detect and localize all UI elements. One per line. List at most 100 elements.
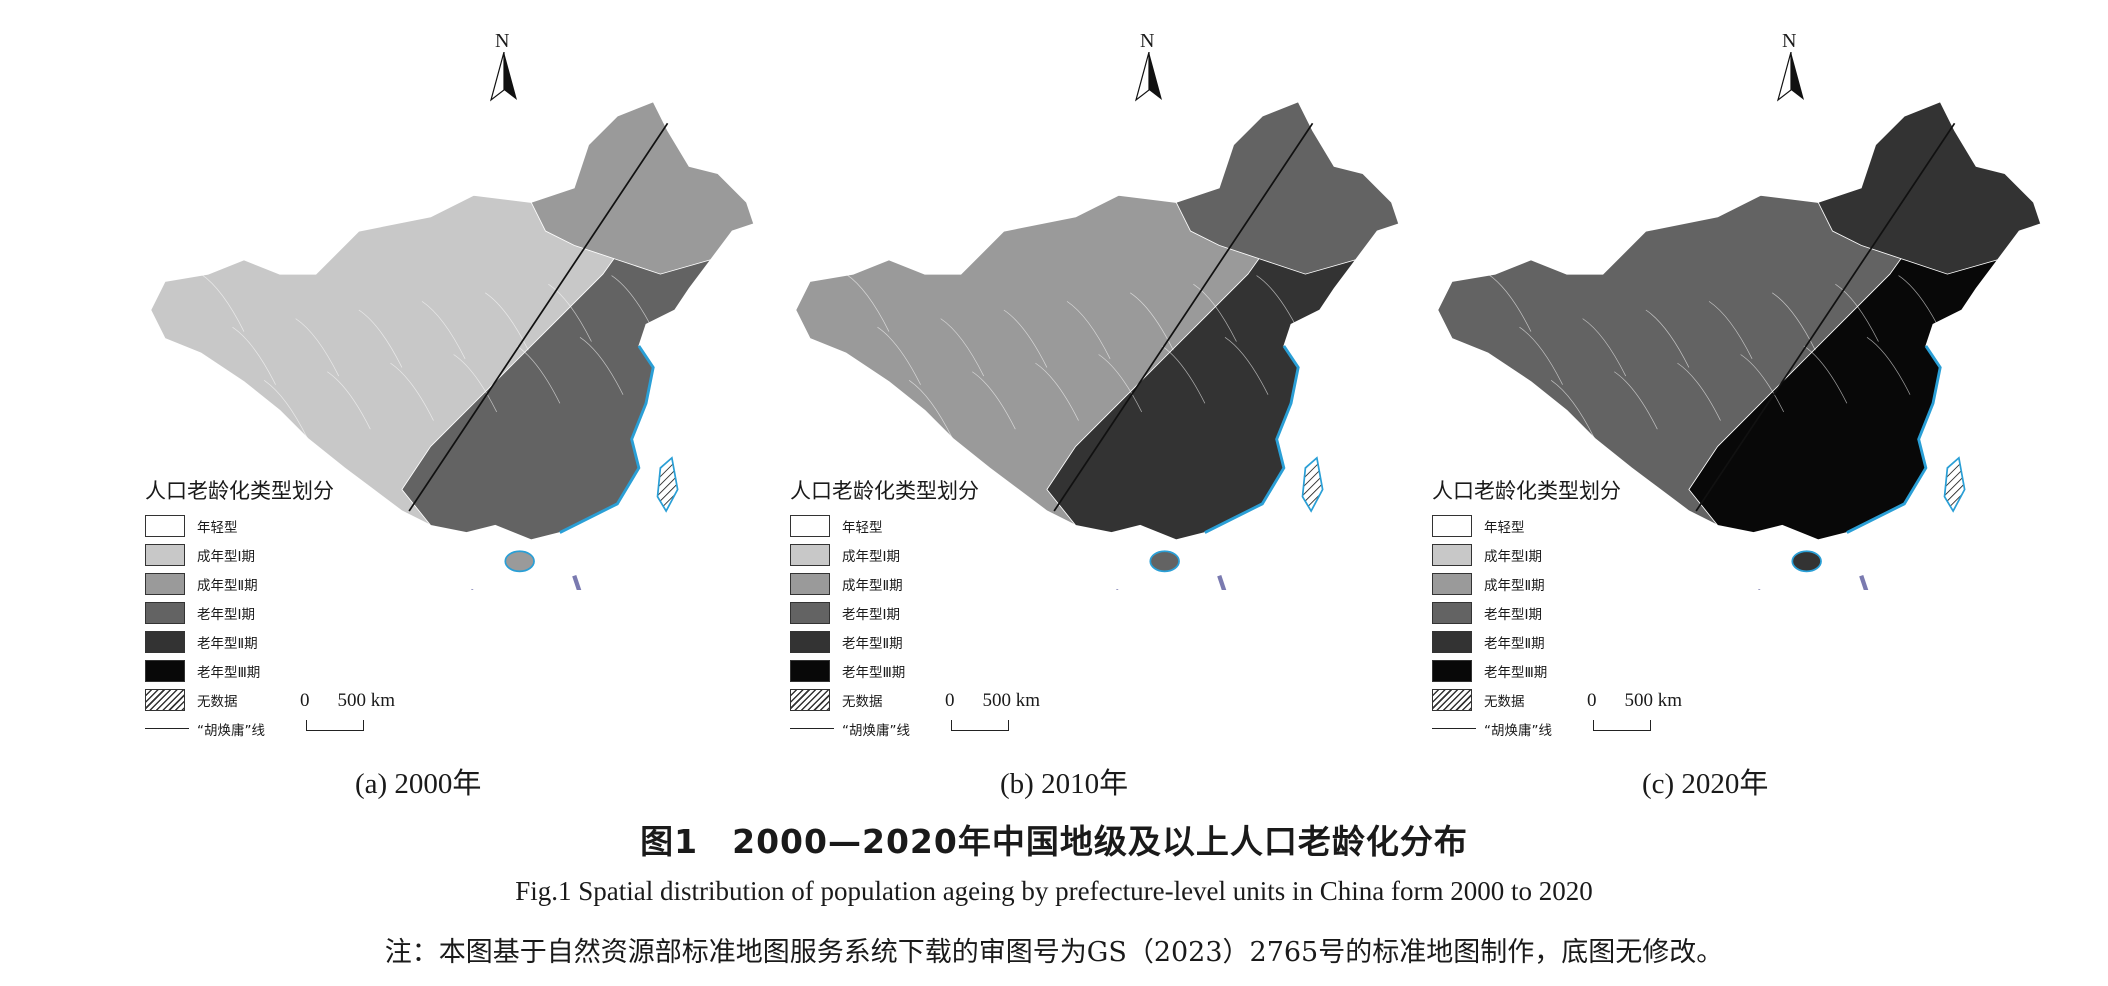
legend-swatch [790, 572, 830, 595]
legend-label: “胡焕庸”线 [842, 722, 910, 739]
legend-item: 成年型Ⅱ期 [790, 569, 979, 598]
admin-boundary [390, 362, 434, 421]
legend-item: 老年型Ⅰ期 [145, 598, 334, 627]
admin-boundary [1487, 273, 1532, 332]
hu-huanyong-line [1053, 122, 1314, 512]
legend-line-sample [790, 728, 834, 729]
china-map [794, 101, 1400, 590]
legend-line-sample [145, 728, 189, 729]
scale-zero: 0 [300, 690, 310, 711]
legend-item: 老年型Ⅲ期 [1432, 656, 1621, 685]
coastline [559, 345, 655, 534]
legend-item-hu-line: “胡焕庸”线 [145, 714, 334, 743]
hainan-island [1149, 550, 1180, 573]
taiwan-island [656, 456, 679, 513]
legend-item: 无数据 [1432, 685, 1621, 714]
legend-swatch [1432, 543, 1472, 566]
north-label: N [1140, 30, 1155, 52]
north-arrow-icon [1776, 52, 1804, 102]
north-arrow-icon [1134, 52, 1162, 102]
legend-item: 成年型Ⅰ期 [1432, 540, 1621, 569]
legend-label: 老年型Ⅱ期 [1484, 635, 1545, 652]
admin-boundary [579, 336, 624, 395]
region-northeast [530, 101, 755, 275]
nine-dash-line [1859, 574, 1869, 590]
admin-boundary [1740, 354, 1785, 413]
legend-label: 成年型Ⅱ期 [1484, 577, 1545, 594]
legend-swatch [145, 659, 185, 682]
legend-swatch [1432, 601, 1472, 624]
north-label: N [1782, 30, 1797, 52]
legend-label: 年轻型 [1484, 519, 1525, 536]
figure-title-english: Fig.1 Spatial distribution of population… [515, 876, 1593, 906]
admin-boundary [1582, 318, 1627, 377]
legend-swatch [1432, 572, 1472, 595]
legend-item: 成年型Ⅰ期 [790, 540, 979, 569]
admin-boundary [940, 318, 985, 377]
admin-boundary [295, 318, 340, 377]
scale-bar: 0 500 km [1587, 690, 1683, 731]
admin-boundary [1519, 326, 1563, 385]
legend-line-sample [1432, 728, 1476, 729]
admin-boundary [548, 283, 592, 342]
panel-caption: (c) 2020年 [1642, 768, 1769, 800]
legend-item: 老年型Ⅲ期 [790, 656, 979, 685]
admin-boundary [1066, 301, 1111, 359]
legend-item: 老年型Ⅰ期 [1432, 598, 1621, 627]
legend-swatch [790, 659, 830, 682]
admin-boundary [611, 275, 655, 334]
admin-boundary [1035, 362, 1079, 421]
admin-boundary [453, 354, 498, 413]
nine-dash-line [1217, 574, 1227, 590]
legend-swatch [1432, 659, 1472, 682]
region-northeast [1817, 101, 2042, 275]
north-label: N [495, 30, 510, 52]
admin-boundary [845, 273, 890, 332]
legend-item: 老年型Ⅲ期 [145, 656, 334, 685]
legend-item: 成年型Ⅱ期 [1432, 569, 1621, 598]
legend-swatch [145, 601, 185, 624]
hu-huanyong-line [408, 122, 669, 512]
legend-swatch [790, 688, 830, 711]
legend-title: 人口老龄化类型划分 [145, 479, 334, 503]
legend-item-hu-line: “胡焕庸”线 [1432, 714, 1621, 743]
legend-label: 老年型Ⅰ期 [842, 606, 900, 623]
china-map [1436, 101, 2042, 590]
legend-item: 无数据 [790, 685, 979, 714]
scale-distance: 500 km [982, 690, 1041, 711]
coastline [1204, 345, 1300, 534]
legend-swatch [1432, 688, 1472, 711]
legend-label: 成年型Ⅰ期 [1484, 548, 1542, 565]
admin-boundary [327, 371, 371, 430]
coastline [1846, 345, 1942, 534]
legend-swatch [1432, 630, 1472, 653]
admin-boundary [1772, 292, 1816, 351]
admin-boundary [1550, 380, 1595, 438]
legend-label: 无数据 [197, 693, 238, 710]
legend-label: “胡焕庸”线 [1484, 722, 1552, 739]
legend-label: 老年型Ⅲ期 [197, 664, 261, 681]
north-arrow-icon [489, 52, 517, 102]
north-arrow: N [1130, 30, 1170, 110]
admin-boundary [421, 301, 466, 359]
legend-swatch [145, 630, 185, 653]
scale-bar-graphic [306, 720, 364, 731]
legend-label: “胡焕庸”线 [197, 722, 265, 739]
north-arrow: N [485, 30, 525, 110]
legend-label: 老年型Ⅰ期 [197, 606, 255, 623]
nine-dash-line [572, 574, 582, 590]
legend-item: 无数据 [145, 685, 334, 714]
legend-swatch [790, 514, 830, 537]
legend-label: 老年型Ⅲ期 [1484, 664, 1548, 681]
map-panel-2000: N 人口老龄化类型划分 年轻型 成年型Ⅰ期 成年型Ⅱ期 老年型Ⅰ期 老年型Ⅱ期 老年型Ⅲ期 无数… [125, 30, 765, 800]
figure-title: 图1 2000—2020年中国地级及以上人口老龄化分布 [640, 822, 1468, 861]
scale-zero: 0 [945, 690, 955, 711]
taiwan-island [1301, 456, 1324, 513]
legend-item: 年轻型 [790, 511, 979, 540]
legend-item: 成年型Ⅰ期 [145, 540, 334, 569]
legend-label: 成年型Ⅰ期 [842, 548, 900, 565]
legend-label: 成年型Ⅱ期 [842, 577, 903, 594]
scale-distance: 500 km [1624, 690, 1683, 711]
legend-item: 老年型Ⅱ期 [790, 627, 979, 656]
admin-boundary [1224, 336, 1269, 395]
